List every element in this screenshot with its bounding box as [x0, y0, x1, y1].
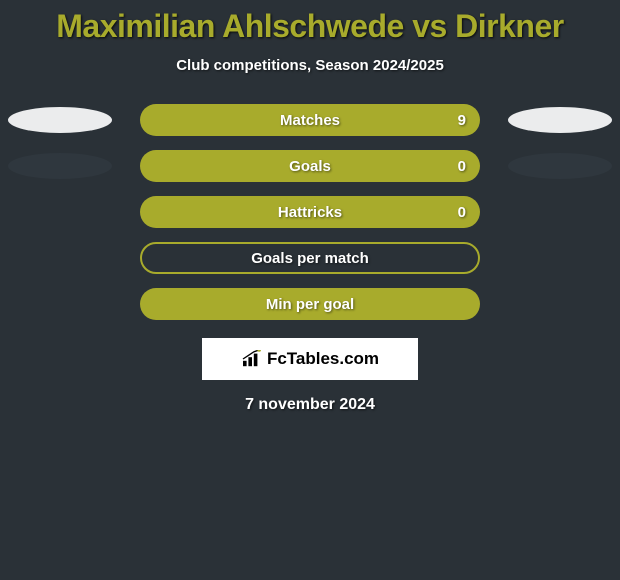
subtitle: Club competitions, Season 2024/2025	[0, 57, 620, 74]
player2-marker	[508, 153, 612, 179]
stat-row-min-per-goal: Min per goal	[0, 288, 620, 320]
stat-row-hattricks: Hattricks 0	[0, 196, 620, 228]
stat-row-goals: Goals 0	[0, 150, 620, 182]
stat-label: Hattricks	[278, 204, 342, 221]
player1-marker	[8, 153, 112, 179]
stat-bar: Min per goal	[140, 288, 480, 320]
date-text: 7 november 2024	[0, 396, 620, 414]
stat-row-goals-per-match: Goals per match	[0, 242, 620, 274]
source-logo: FcTables.com	[202, 338, 418, 380]
stat-value: 0	[458, 204, 466, 221]
stat-bar: Matches 9	[140, 104, 480, 136]
stat-bar: Goals per match	[140, 242, 480, 274]
stat-label: Goals	[289, 158, 331, 175]
stat-value: 0	[458, 158, 466, 175]
player2-marker	[508, 107, 612, 133]
player1-marker	[8, 107, 112, 133]
stat-bar: Goals 0	[140, 150, 480, 182]
comparison-infographic: Maximilian Ahlschwede vs Dirkner Club co…	[0, 0, 620, 414]
chart-icon	[241, 350, 263, 368]
stats-list: Matches 9 Goals 0 Hattricks 0 Goals per …	[0, 104, 620, 320]
page-title: Maximilian Ahlschwede vs Dirkner	[0, 8, 620, 45]
stat-label: Min per goal	[266, 296, 354, 313]
logo-text: FcTables.com	[267, 349, 379, 369]
stat-bar: Hattricks 0	[140, 196, 480, 228]
stat-row-matches: Matches 9	[0, 104, 620, 136]
stat-value: 9	[458, 112, 466, 129]
stat-label: Matches	[280, 112, 340, 129]
logo-content: FcTables.com	[241, 349, 379, 369]
stat-label: Goals per match	[251, 250, 369, 267]
